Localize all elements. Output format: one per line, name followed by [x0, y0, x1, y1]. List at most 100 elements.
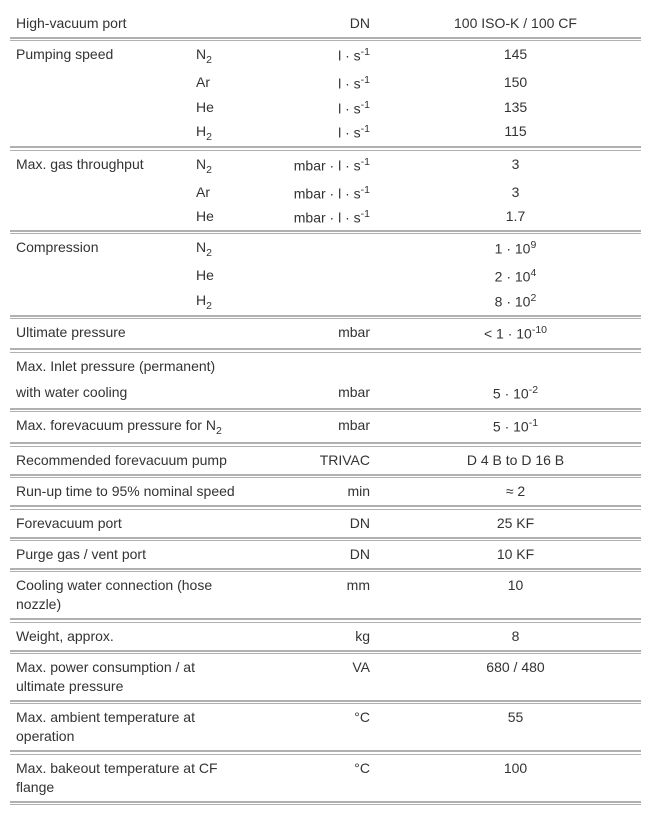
spec-cell: 680 / 480 — [390, 654, 641, 701]
spec-cell: High-vacuum port — [10, 10, 190, 38]
spec-cell: mbar — [250, 379, 390, 409]
spec-cell: l · s-1 — [250, 41, 390, 71]
spec-cell: TRIVAC — [250, 446, 390, 474]
spec-cell — [190, 10, 250, 38]
spec-cell — [250, 234, 390, 264]
spec-cell: N2 — [190, 41, 250, 71]
spec-cell — [10, 96, 190, 121]
spec-cell: mbar · l · s-1 — [250, 205, 390, 231]
spec-cell: Ar — [190, 71, 250, 96]
spec-cell: Recommended forevacuum pump — [10, 446, 250, 474]
spec-cell: DN — [250, 541, 390, 569]
spec-cell: mbar — [250, 319, 390, 349]
table-row: Hel · s-1135 — [10, 96, 641, 121]
spec-cell: 150 — [390, 71, 641, 96]
spec-cell — [10, 205, 190, 231]
spec-cell: ≈ 2 — [390, 478, 641, 506]
spec-cell: N2 — [190, 150, 250, 180]
spec-cell: l · s-1 — [250, 120, 390, 147]
spec-cell — [190, 319, 250, 349]
spec-cell: He — [190, 205, 250, 231]
spec-cell: l · s-1 — [250, 96, 390, 121]
spec-cell: mbar · l · s-1 — [250, 181, 390, 206]
spec-cell: VA — [250, 654, 390, 701]
spec-cell: 145 — [390, 41, 641, 71]
table-row: Cooling water connection (hose nozzle)mm… — [10, 572, 641, 619]
table-row: Hembar · l · s-11.7 — [10, 205, 641, 231]
spec-cell: 1 · 109 — [390, 234, 641, 264]
spec-cell: H2 — [190, 120, 250, 147]
spec-cell: Compression — [10, 234, 190, 264]
table-row: Max. ambient temperature at operation°C5… — [10, 704, 641, 751]
spec-cell: Pumping speed — [10, 41, 190, 71]
table-row: High-vacuum port DN100 ISO-K / 100 CF — [10, 10, 641, 38]
spec-cell: mbar · l · s-1 — [250, 150, 390, 180]
spec-cell: 5 · 10-1 — [390, 412, 641, 443]
spec-cell — [10, 120, 190, 147]
spec-cell: Max. ambient temperature at operation — [10, 704, 250, 751]
spec-cell: 2 · 104 — [390, 264, 641, 289]
spec-cell: Max. Inlet pressure (permanent) — [10, 352, 641, 379]
table-row: Armbar · l · s-13 — [10, 181, 641, 206]
spec-cell: 55 — [390, 704, 641, 751]
spec-cell — [250, 289, 390, 316]
spec-cell: He — [190, 264, 250, 289]
separator-row — [10, 802, 641, 805]
spec-cell: He — [190, 96, 250, 121]
spec-cell: l · s-1 — [250, 71, 390, 96]
spec-cell: Cooling water connection (hose nozzle) — [10, 572, 250, 619]
spec-cell: DN — [250, 509, 390, 537]
table-row: Max. forevacuum pressure for N2mbar5 · 1… — [10, 412, 641, 443]
spec-cell — [190, 379, 250, 409]
spec-cell: 10 KF — [390, 541, 641, 569]
spec-cell: 100 ISO-K / 100 CF — [390, 10, 641, 38]
table-row: Max. bakeout temperature at CF flange°C1… — [10, 754, 641, 801]
table-row: Purge gas / vent portDN10 KF — [10, 541, 641, 569]
table-row: with water coolingmbar5 · 10-2 — [10, 379, 641, 409]
spec-cell: 25 KF — [390, 509, 641, 537]
spec-cell: Forevacuum port — [10, 509, 250, 537]
spec-cell: DN — [250, 10, 390, 38]
spec-cell: Weight, approx. — [10, 622, 250, 650]
spec-cell: Run-up time to 95% nominal speed — [10, 478, 250, 506]
table-row: Forevacuum portDN25 KF — [10, 509, 641, 537]
table-row: Weight, approx.kg8 — [10, 622, 641, 650]
spec-cell: Max. forevacuum pressure for N2 — [10, 412, 250, 443]
table-row: H2 8 · 102 — [10, 289, 641, 316]
spec-cell: min — [250, 478, 390, 506]
table-row: Run-up time to 95% nominal speedmin≈ 2 — [10, 478, 641, 506]
table-row: Recommended forevacuum pumpTRIVACD 4 B t… — [10, 446, 641, 474]
spec-cell: °C — [250, 754, 390, 801]
table-row: CompressionN2 1 · 109 — [10, 234, 641, 264]
spec-cell: 1.7 — [390, 205, 641, 231]
spec-cell: with water cooling — [10, 379, 190, 409]
table-row: Pumping speedN2l · s-1145 — [10, 41, 641, 71]
spec-cell: D 4 B to D 16 B — [390, 446, 641, 474]
spec-cell — [250, 264, 390, 289]
table-row: He 2 · 104 — [10, 264, 641, 289]
spec-cell: 115 — [390, 120, 641, 147]
spec-cell: 8 — [390, 622, 641, 650]
spec-cell: N2 — [190, 234, 250, 264]
spec-cell: Ar — [190, 181, 250, 206]
table-row: Max. power consumption / at ultimate pre… — [10, 654, 641, 701]
spec-cell — [10, 181, 190, 206]
spec-cell: Max. bakeout temperature at CF flange — [10, 754, 250, 801]
spec-cell — [10, 264, 190, 289]
spec-cell: Ultimate pressure — [10, 319, 190, 349]
table-row: Ultimate pressurembar< 1 · 10-10 — [10, 319, 641, 349]
spec-cell — [10, 71, 190, 96]
table-row: Max. Inlet pressure (permanent) — [10, 352, 641, 379]
spec-cell: 3 — [390, 181, 641, 206]
spec-cell: H2 — [190, 289, 250, 316]
spec-cell: 135 — [390, 96, 641, 121]
spec-cell: Purge gas / vent port — [10, 541, 250, 569]
spec-table: High-vacuum portDN100 ISO-K / 100 CFPump… — [10, 10, 641, 805]
table-row: Arl · s-1150 — [10, 71, 641, 96]
spec-cell: 3 — [390, 150, 641, 180]
spec-cell: 8 · 102 — [390, 289, 641, 316]
spec-cell: mbar — [250, 412, 390, 443]
table-row: Max. gas throughputN2mbar · l · s-13 — [10, 150, 641, 180]
spec-cell: mm — [250, 572, 390, 619]
spec-cell: 10 — [390, 572, 641, 619]
